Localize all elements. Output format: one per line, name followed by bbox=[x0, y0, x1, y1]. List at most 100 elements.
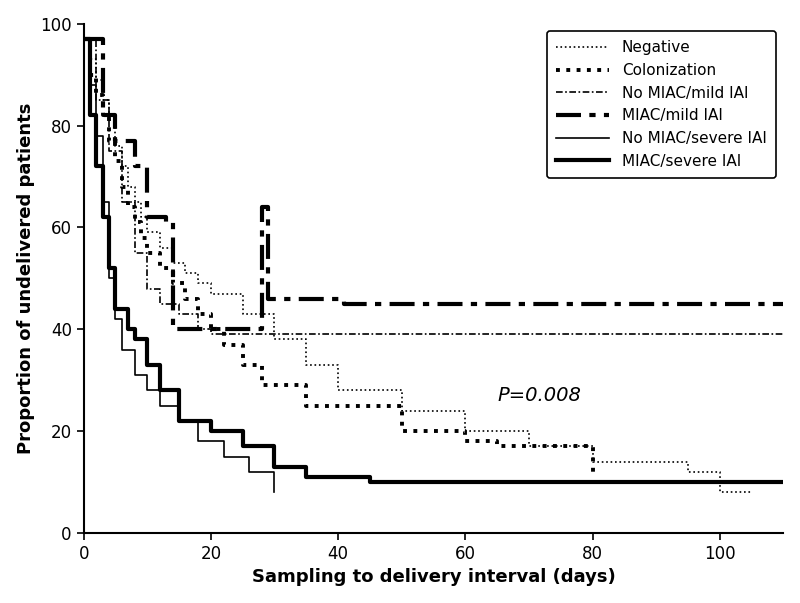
MIAC/severe IAI bbox=[174, 417, 184, 425]
No MIAC/mild IAI bbox=[778, 330, 788, 338]
No MIAC/mild IAI bbox=[117, 147, 126, 154]
MIAC/mild IAI bbox=[257, 203, 266, 210]
MIAC/severe IAI bbox=[365, 473, 374, 481]
Colonization bbox=[117, 157, 126, 165]
MIAC/severe IAI bbox=[79, 36, 89, 43]
MIAC/mild IAI bbox=[110, 112, 120, 119]
MIAC/mild IAI bbox=[130, 137, 139, 145]
No MIAC/severe IAI bbox=[142, 387, 152, 394]
Text: P=0.008: P=0.008 bbox=[497, 385, 581, 405]
No MIAC/severe IAI bbox=[194, 438, 203, 445]
No MIAC/severe IAI bbox=[86, 81, 95, 89]
MIAC/mild IAI bbox=[168, 326, 178, 333]
No MIAC/severe IAI bbox=[270, 469, 279, 476]
MIAC/severe IAI bbox=[123, 305, 133, 312]
MIAC/severe IAI bbox=[142, 336, 152, 343]
No MIAC/mild IAI bbox=[174, 300, 184, 308]
No MIAC/mild IAI bbox=[142, 249, 152, 256]
MIAC/severe IAI bbox=[91, 163, 101, 170]
Colonization bbox=[155, 265, 165, 272]
Colonization bbox=[218, 341, 228, 348]
Colonization bbox=[238, 341, 247, 348]
Colonization bbox=[104, 112, 114, 119]
No MIAC/mild IAI bbox=[194, 311, 203, 318]
Colonization bbox=[117, 183, 126, 191]
X-axis label: Sampling to delivery interval (days): Sampling to delivery interval (days) bbox=[252, 569, 615, 586]
MIAC/mild IAI bbox=[110, 137, 120, 145]
No MIAC/severe IAI bbox=[98, 132, 107, 139]
Line: Negative: Negative bbox=[84, 39, 751, 492]
No MIAC/severe IAI bbox=[98, 198, 107, 206]
MIAC/severe IAI bbox=[524, 478, 534, 485]
Colonization bbox=[136, 234, 146, 241]
MIAC/severe IAI bbox=[155, 387, 165, 394]
Negative bbox=[79, 36, 89, 43]
MIAC/severe IAI bbox=[365, 478, 374, 485]
Colonization bbox=[86, 36, 95, 43]
MIAC/mild IAI bbox=[778, 300, 788, 308]
MIAC/mild IAI bbox=[334, 295, 343, 302]
MIAC/severe IAI bbox=[98, 163, 107, 170]
Colonization bbox=[110, 137, 120, 145]
MIAC/severe IAI bbox=[86, 36, 95, 43]
MIAC/mild IAI bbox=[79, 36, 89, 43]
No MIAC/mild IAI bbox=[206, 330, 216, 338]
Colonization bbox=[136, 219, 146, 226]
Colonization bbox=[524, 443, 534, 450]
Colonization bbox=[257, 382, 266, 389]
Colonization bbox=[79, 36, 89, 43]
Colonization bbox=[257, 361, 266, 368]
Colonization bbox=[123, 203, 133, 210]
MIAC/mild IAI bbox=[263, 295, 273, 302]
No MIAC/severe IAI bbox=[174, 417, 184, 425]
MIAC/severe IAI bbox=[270, 463, 279, 470]
Colonization bbox=[86, 71, 95, 78]
Colonization bbox=[461, 428, 470, 435]
No MIAC/mild IAI bbox=[142, 285, 152, 292]
Colonization bbox=[181, 295, 190, 302]
Colonization bbox=[98, 112, 107, 119]
Colonization bbox=[91, 91, 101, 98]
MIAC/severe IAI bbox=[238, 428, 247, 435]
Colonization bbox=[206, 326, 216, 333]
Negative bbox=[588, 458, 598, 466]
Colonization bbox=[130, 203, 139, 210]
Negative bbox=[715, 488, 725, 496]
No MIAC/severe IAI bbox=[244, 469, 254, 476]
No MIAC/severe IAI bbox=[194, 417, 203, 425]
Colonization bbox=[155, 249, 165, 256]
No MIAC/severe IAI bbox=[218, 453, 228, 460]
MIAC/severe IAI bbox=[206, 417, 216, 425]
No MIAC/mild IAI bbox=[194, 326, 203, 333]
Colonization bbox=[492, 438, 502, 445]
No MIAC/mild IAI bbox=[155, 300, 165, 308]
No MIAC/severe IAI bbox=[218, 438, 228, 445]
No MIAC/mild IAI bbox=[79, 36, 89, 43]
Negative bbox=[746, 488, 756, 496]
MIAC/severe IAI bbox=[238, 443, 247, 450]
No MIAC/severe IAI bbox=[244, 453, 254, 460]
Line: MIAC/mild IAI: MIAC/mild IAI bbox=[84, 39, 783, 329]
MIAC/mild IAI bbox=[98, 36, 107, 43]
MIAC/mild IAI bbox=[778, 300, 788, 308]
Colonization bbox=[142, 234, 152, 241]
MIAC/mild IAI bbox=[257, 326, 266, 333]
No MIAC/severe IAI bbox=[104, 275, 114, 282]
MIAC/severe IAI bbox=[91, 112, 101, 119]
No MIAC/mild IAI bbox=[174, 311, 184, 318]
Line: No MIAC/severe IAI: No MIAC/severe IAI bbox=[84, 39, 274, 492]
No MIAC/mild IAI bbox=[104, 96, 114, 104]
No MIAC/severe IAI bbox=[130, 371, 139, 379]
No MIAC/severe IAI bbox=[142, 371, 152, 379]
MIAC/severe IAI bbox=[270, 443, 279, 450]
Colonization bbox=[110, 157, 120, 165]
No MIAC/severe IAI bbox=[270, 488, 279, 496]
Colonization bbox=[91, 71, 101, 78]
MIAC/mild IAI bbox=[340, 300, 350, 308]
Colonization bbox=[302, 402, 311, 409]
MIAC/mild IAI bbox=[340, 295, 350, 302]
MIAC/mild IAI bbox=[162, 219, 171, 226]
Negative bbox=[123, 183, 133, 191]
No MIAC/severe IAI bbox=[104, 198, 114, 206]
MIAC/severe IAI bbox=[104, 265, 114, 272]
